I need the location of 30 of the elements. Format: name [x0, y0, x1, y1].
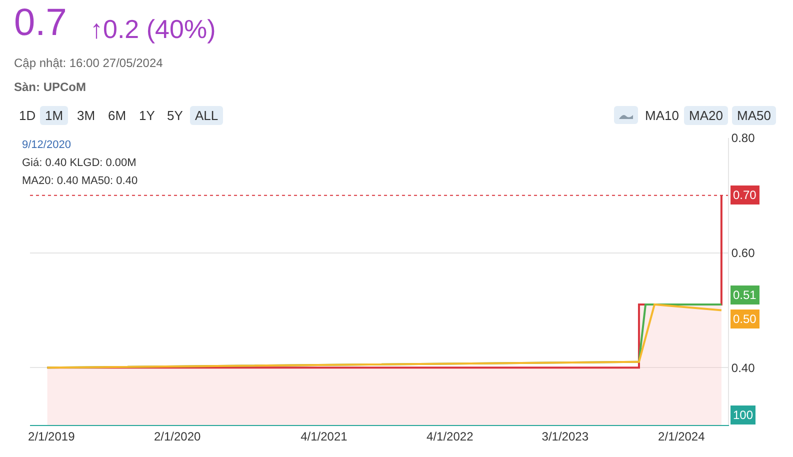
text: 3M [76, 107, 96, 125]
ref-line-label: 0.70 [733, 188, 757, 202]
annotation: Giá: 0.40 KLGD: 0.00M [22, 157, 136, 169]
text: ALL [190, 106, 224, 125]
x-tick-label: 4/1/2021 [300, 429, 348, 444]
text: 0.51 [733, 288, 757, 302]
text: 6M [107, 107, 128, 125]
text: Sàn: UPCoM [14, 80, 86, 94]
annotation: MA20: 0.40 MA50: 0.40 [22, 175, 138, 187]
x-tick-label: 2/1/2024 [658, 429, 706, 444]
y-tick-label: 0.40 [731, 360, 756, 375]
text: MA20 [684, 106, 728, 125]
text: MA10 [644, 107, 680, 125]
x-tick-label: 3/1/2023 [542, 429, 589, 444]
x-tick-label: 2/1/2019 [28, 429, 76, 444]
annotation: 9/12/2020 [22, 139, 71, 151]
chart-title: 0.7 [14, 2, 67, 45]
text: 1D [18, 107, 37, 125]
chart-subtitle: ↑0.2 (40%) [90, 14, 216, 45]
text: 100 [733, 408, 754, 422]
x-tick-label: 4/1/2022 [426, 429, 474, 444]
text: MA50 [732, 106, 776, 125]
text: Cập nhật: 16:00 27/05/2024 [14, 56, 163, 70]
text: 1Y [138, 107, 156, 125]
text: 0.50 [733, 312, 757, 326]
x-tick-label: 2/1/2020 [154, 429, 202, 444]
text: 5Y [166, 107, 184, 125]
y-tick-label: 0.80 [731, 131, 756, 146]
y-tick-label: 0.60 [731, 246, 756, 260]
text: 1M [40, 106, 68, 125]
